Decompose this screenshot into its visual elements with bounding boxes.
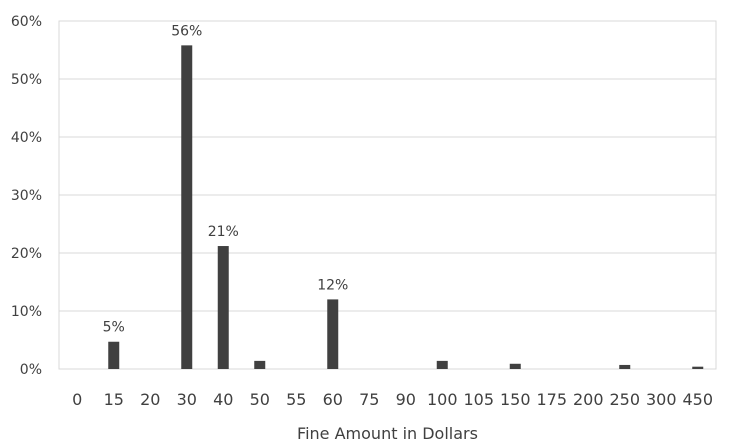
bar-450 [692, 366, 704, 369]
y-axis-tick-labels: 0% 10% 20% 30% 40% 50% 60% [11, 14, 42, 378]
x-tick-label: 100 [427, 390, 458, 409]
bar-100 [436, 360, 448, 369]
x-tick-label: 75 [359, 390, 379, 409]
y-tick-label: 20% [11, 246, 42, 262]
bar-60 [327, 299, 339, 369]
x-tick-label: 20 [140, 390, 160, 409]
data-label: 12% [317, 277, 348, 293]
x-tick-label: 175 [536, 390, 567, 409]
bar-50 [254, 360, 266, 369]
x-tick-label: 55 [286, 390, 306, 409]
x-tick-label: 150 [500, 390, 531, 409]
y-tick-label: 40% [11, 130, 42, 146]
x-tick-label: 105 [463, 390, 494, 409]
data-labels: 5% 56% 21% 12% [103, 23, 349, 335]
y-tick-label: 10% [11, 304, 42, 320]
y-tick-label: 0% [20, 362, 42, 378]
bar-250 [619, 364, 631, 369]
x-tick-label: 300 [646, 390, 677, 409]
bars [108, 45, 704, 370]
x-tick-label: 0 [72, 390, 82, 409]
gridlines [58, 20, 717, 370]
x-axis-title: Fine Amount in Dollars [297, 424, 478, 443]
y-tick-label: 60% [11, 14, 42, 30]
bar-150 [509, 363, 521, 369]
x-tick-label: 90 [396, 390, 416, 409]
x-tick-label: 40 [213, 390, 233, 409]
y-tick-label: 30% [11, 188, 42, 204]
x-tick-label: 250 [609, 390, 640, 409]
x-tick-label: 15 [104, 390, 124, 409]
x-tick-label: 200 [573, 390, 604, 409]
x-tick-label: 60 [323, 390, 343, 409]
bar-30 [181, 45, 193, 370]
data-label: 5% [103, 320, 125, 336]
y-tick-label: 50% [11, 72, 42, 88]
x-tick-label: 30 [177, 390, 197, 409]
bar-40 [217, 246, 229, 369]
x-tick-label: 450 [682, 390, 713, 409]
data-label: 21% [208, 224, 239, 240]
plot-frame [58, 20, 717, 370]
x-tick-label: 50 [250, 390, 270, 409]
x-axis-tick-labels: 0 15 20 30 40 50 55 60 75 90 100 105 150 175 200 250 300… [72, 390, 713, 409]
bar-15 [108, 341, 120, 369]
data-label: 56% [171, 23, 202, 39]
